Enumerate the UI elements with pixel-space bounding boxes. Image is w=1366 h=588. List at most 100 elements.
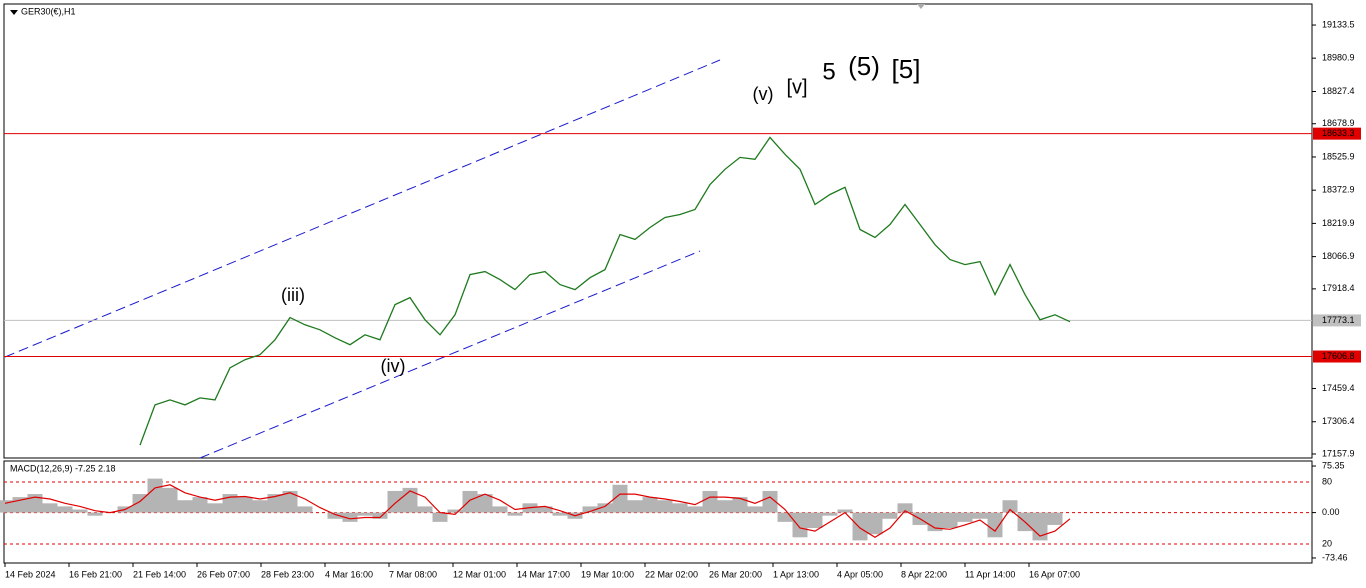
- histogram-bar: [432, 512, 448, 522]
- histogram-bar: [492, 506, 508, 513]
- histogram-bar: [867, 512, 883, 535]
- histogram-bar: [1002, 500, 1018, 513]
- y-tick-label: 18066.9: [1322, 251, 1355, 261]
- histogram-bar: [447, 509, 463, 513]
- y-tick-label: 18525.9: [1322, 151, 1355, 161]
- histogram-bar: [252, 500, 268, 513]
- wave-label: (iii): [281, 285, 305, 305]
- price-label: 17773.1: [1322, 315, 1355, 325]
- histogram-bar: [147, 478, 163, 513]
- histogram-bar: [1047, 512, 1063, 525]
- histogram-bar: [882, 512, 898, 519]
- histogram-bar: [192, 497, 208, 513]
- price-line: [139, 136, 1071, 446]
- histogram-bar: [822, 512, 838, 516]
- histogram-bar: [417, 506, 433, 513]
- y-tick-label: -73.46: [1322, 552, 1348, 562]
- wave-label: [5]: [892, 54, 921, 84]
- histogram-bar: [72, 509, 88, 513]
- y-tick-label: 18372.9: [1322, 185, 1355, 195]
- histogram-bar: [957, 512, 973, 522]
- histogram-bar: [87, 512, 103, 516]
- y-tick-label: 17306.4: [1322, 416, 1355, 426]
- histogram-bar: [267, 494, 283, 513]
- histogram-bar: [837, 509, 853, 513]
- histogram-bar: [717, 500, 733, 513]
- y-tick-label: 17918.4: [1322, 283, 1355, 293]
- wave-label: (5): [848, 51, 880, 81]
- y-tick-label: 17157.9: [1322, 448, 1355, 458]
- macd-title: MACD(12,26,9) -7.25 2.18: [10, 463, 116, 473]
- histogram-bar: [327, 512, 343, 519]
- x-tick-label: 4 Mar 16:00: [325, 569, 373, 579]
- histogram-bar: [27, 494, 43, 513]
- histogram-bar: [642, 497, 658, 513]
- channel-line: [199, 250, 701, 459]
- histogram-bar: [537, 506, 553, 513]
- histogram-bar: [207, 503, 223, 513]
- histogram-bar: [627, 500, 643, 513]
- x-tick-label: 7 Mar 08:00: [389, 569, 437, 579]
- histogram-bar: [852, 512, 868, 541]
- x-tick-label: 8 Apr 22:00: [901, 569, 947, 579]
- shift-marker: [917, 4, 925, 9]
- histogram-bar: [927, 512, 943, 532]
- wave-label: (v): [753, 84, 774, 104]
- wave-label: 5: [822, 58, 835, 85]
- histogram-bar: [747, 506, 763, 513]
- histogram-bar: [357, 512, 373, 516]
- histogram-bar: [807, 512, 823, 529]
- histogram-bar: [222, 494, 238, 513]
- histogram-bar: [387, 490, 403, 513]
- histogram-bar: [597, 503, 613, 513]
- y-tick-label: 17459.4: [1322, 383, 1355, 393]
- histogram-bar: [57, 506, 73, 513]
- x-tick-label: 19 Mar 10:00: [581, 569, 634, 579]
- histogram-bar: [657, 500, 673, 513]
- price-label-box: [1313, 127, 1361, 140]
- price-label: 18633.3: [1322, 128, 1355, 138]
- histogram-bar: [372, 512, 388, 519]
- histogram-bar: [1032, 512, 1048, 541]
- histogram-bar: [732, 497, 748, 513]
- x-tick-label: 26 Mar 20:00: [709, 569, 762, 579]
- x-tick-label: 16 Apr 07:00: [1029, 569, 1080, 579]
- x-tick-label: 26 Feb 07:00: [197, 569, 250, 579]
- signal-line: [4, 484, 1071, 539]
- x-tick-label: 4 Apr 05:00: [837, 569, 883, 579]
- x-tick-label: 11 Apr 14:00: [965, 569, 1015, 579]
- price-label: 17606.8: [1322, 351, 1355, 361]
- x-tick-label: 22 Mar 02:00: [645, 569, 698, 579]
- histogram-bar: [507, 512, 523, 516]
- histogram-bar: [672, 503, 688, 513]
- chart-title: GER30(€),H1: [21, 6, 76, 16]
- y-tick-label: 18980.9: [1322, 53, 1355, 63]
- y-tick-label: 18678.9: [1322, 118, 1355, 128]
- x-tick-label: 14 Feb 2024: [5, 569, 56, 579]
- histogram-bar: [552, 512, 568, 516]
- x-tick-label: 28 Feb 23:00: [261, 569, 314, 579]
- histogram-bar: [462, 490, 478, 513]
- x-tick-label: 1 Apr 13:00: [773, 569, 819, 579]
- x-tick-label: 21 Feb 14:00: [133, 569, 186, 579]
- histogram-bar: [942, 512, 958, 529]
- histogram-bar: [762, 490, 778, 513]
- level-label: 20: [1322, 538, 1332, 548]
- histogram-bar: [477, 494, 493, 513]
- histogram-bar: [792, 512, 808, 538]
- wave-label: [v]: [786, 76, 807, 98]
- histogram-bar: [702, 490, 718, 513]
- y-tick-label: 19133.5: [1322, 19, 1355, 29]
- price-label-box: [1313, 314, 1361, 327]
- histogram-bar: [162, 487, 178, 513]
- level-label: 80: [1322, 476, 1332, 486]
- wave-label: (iv): [381, 356, 406, 376]
- y-tick-label: 18219.9: [1322, 218, 1355, 228]
- histogram-bar: [582, 506, 598, 513]
- histogram-bar: [282, 490, 298, 513]
- price-label-box: [1313, 350, 1361, 363]
- y-tick-label: 0.00: [1322, 507, 1340, 517]
- x-tick-label: 16 Feb 21:00: [69, 569, 122, 579]
- main-pane: [3, 3, 1313, 459]
- symbol-icon: [10, 10, 18, 15]
